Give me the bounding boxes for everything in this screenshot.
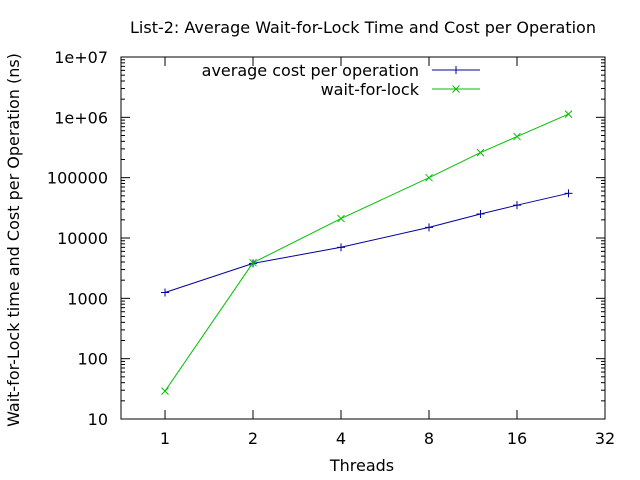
series-1	[161, 110, 573, 395]
data-point	[476, 209, 485, 218]
y-tick-label: 1000	[67, 289, 108, 308]
plot-series	[161, 110, 573, 395]
y-tick-label: 10000	[57, 229, 108, 248]
data-point	[249, 258, 257, 267]
y-tick-label: 100	[77, 350, 108, 369]
x-tick-label: 4	[336, 429, 346, 448]
legend-label: average cost per operation	[202, 61, 419, 80]
y-tick-label: 1e+07	[54, 48, 108, 67]
x-axis-label: Threads	[329, 456, 394, 475]
chart-title: List-2: Average Wait-for-Lock Time and C…	[130, 18, 596, 37]
legend-marker	[452, 85, 460, 93]
data-point	[564, 110, 573, 118]
y-tick-label: 10	[88, 410, 108, 429]
y-tick-label: 100000	[47, 169, 108, 188]
x-tick-label: 1	[160, 429, 170, 448]
axis-ticks: 10 100 1000 10000 100000 1e+06 1e+07 1 2 4 8 16 32	[47, 48, 615, 448]
data-point	[337, 243, 346, 252]
plot-frame	[120, 56, 606, 420]
series-line	[164, 113, 569, 392]
data-point	[161, 387, 169, 395]
data-point	[425, 223, 434, 232]
data-point	[337, 214, 345, 223]
y-tick-label: 1e+06	[54, 108, 108, 127]
x-tick-label: 2	[248, 429, 258, 448]
x-tick-label: 16	[507, 429, 527, 448]
x-tick-label: 8	[424, 429, 434, 448]
legend-label: wait-for-lock	[321, 80, 420, 99]
x-tick-label: 32	[595, 429, 615, 448]
data-point	[476, 148, 485, 157]
y-axis-label: Wait-for-Lock time and Cost per Operatio…	[4, 53, 23, 427]
data-point	[564, 189, 573, 198]
data-point	[425, 173, 433, 182]
series-line	[164, 192, 569, 293]
data-point	[513, 132, 521, 141]
data-point	[161, 288, 170, 297]
legend-marker	[452, 66, 460, 74]
data-point	[513, 201, 522, 210]
series-0	[161, 189, 573, 297]
